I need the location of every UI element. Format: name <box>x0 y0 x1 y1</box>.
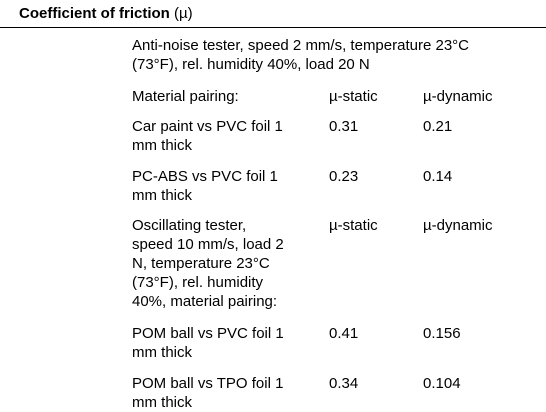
pom-pvc-dynamic-value: 0.156 <box>423 325 461 342</box>
heading-divider <box>0 27 546 28</box>
pairing-pc-abs-line-1: PC-ABS vs PVC foil 1 <box>132 168 278 185</box>
oscillating-conditions-line-1: Oscillating tester, <box>132 217 247 234</box>
anti-noise-conditions-line-2: (73°F), rel. humidity 40%, load 20 N <box>132 56 370 73</box>
pc-abs-static-value: 0.23 <box>329 168 359 185</box>
pairing-pom-pvc-line-1: POM ball vs PVC foil 1 <box>132 325 284 342</box>
oscillating-mu-dynamic-header: µ-dynamic <box>423 217 493 234</box>
heading-title: Coefficient of friction <box>19 5 170 22</box>
section-heading: Coefficient of friction (µ) <box>19 4 193 24</box>
pom-tpo-static-value: 0.34 <box>329 375 359 392</box>
anti-noise-conditions-line-1: Anti-noise tester, speed 2 mm/s, tempera… <box>132 37 469 54</box>
material-pairing-header: Material pairing: <box>132 88 239 105</box>
pom-tpo-dynamic-value: 0.104 <box>423 375 461 392</box>
pairing-pc-abs-line-2: mm thick <box>132 187 192 204</box>
heading-symbol: (µ) <box>174 5 193 22</box>
oscillating-conditions-line-5: 40%, material pairing: <box>132 293 278 310</box>
oscillating-mu-static-header: µ-static <box>329 217 378 234</box>
mu-static-header: µ-static <box>329 88 378 105</box>
oscillating-conditions-line-2: speed 10 mm/s, load 2 <box>132 236 284 253</box>
pc-abs-dynamic-value: 0.14 <box>423 168 453 185</box>
pairing-car-paint-line-2: mm thick <box>132 137 192 154</box>
oscillating-conditions-line-3: N, temperature 23°C <box>132 255 270 272</box>
mu-dynamic-header: µ-dynamic <box>423 88 493 105</box>
pairing-pom-pvc-line-2: mm thick <box>132 344 192 361</box>
pairing-car-paint-line-1: Car paint vs PVC foil 1 <box>132 118 283 135</box>
car-paint-dynamic-value: 0.21 <box>423 118 453 135</box>
car-paint-static-value: 0.31 <box>329 118 359 135</box>
pairing-pom-tpo-line-1: POM ball vs TPO foil 1 <box>132 375 284 392</box>
oscillating-conditions-line-4: (73°F), rel. humidity <box>132 274 264 291</box>
pom-pvc-static-value: 0.41 <box>329 325 359 342</box>
pairing-pom-tpo-line-2: mm thick <box>132 394 192 411</box>
